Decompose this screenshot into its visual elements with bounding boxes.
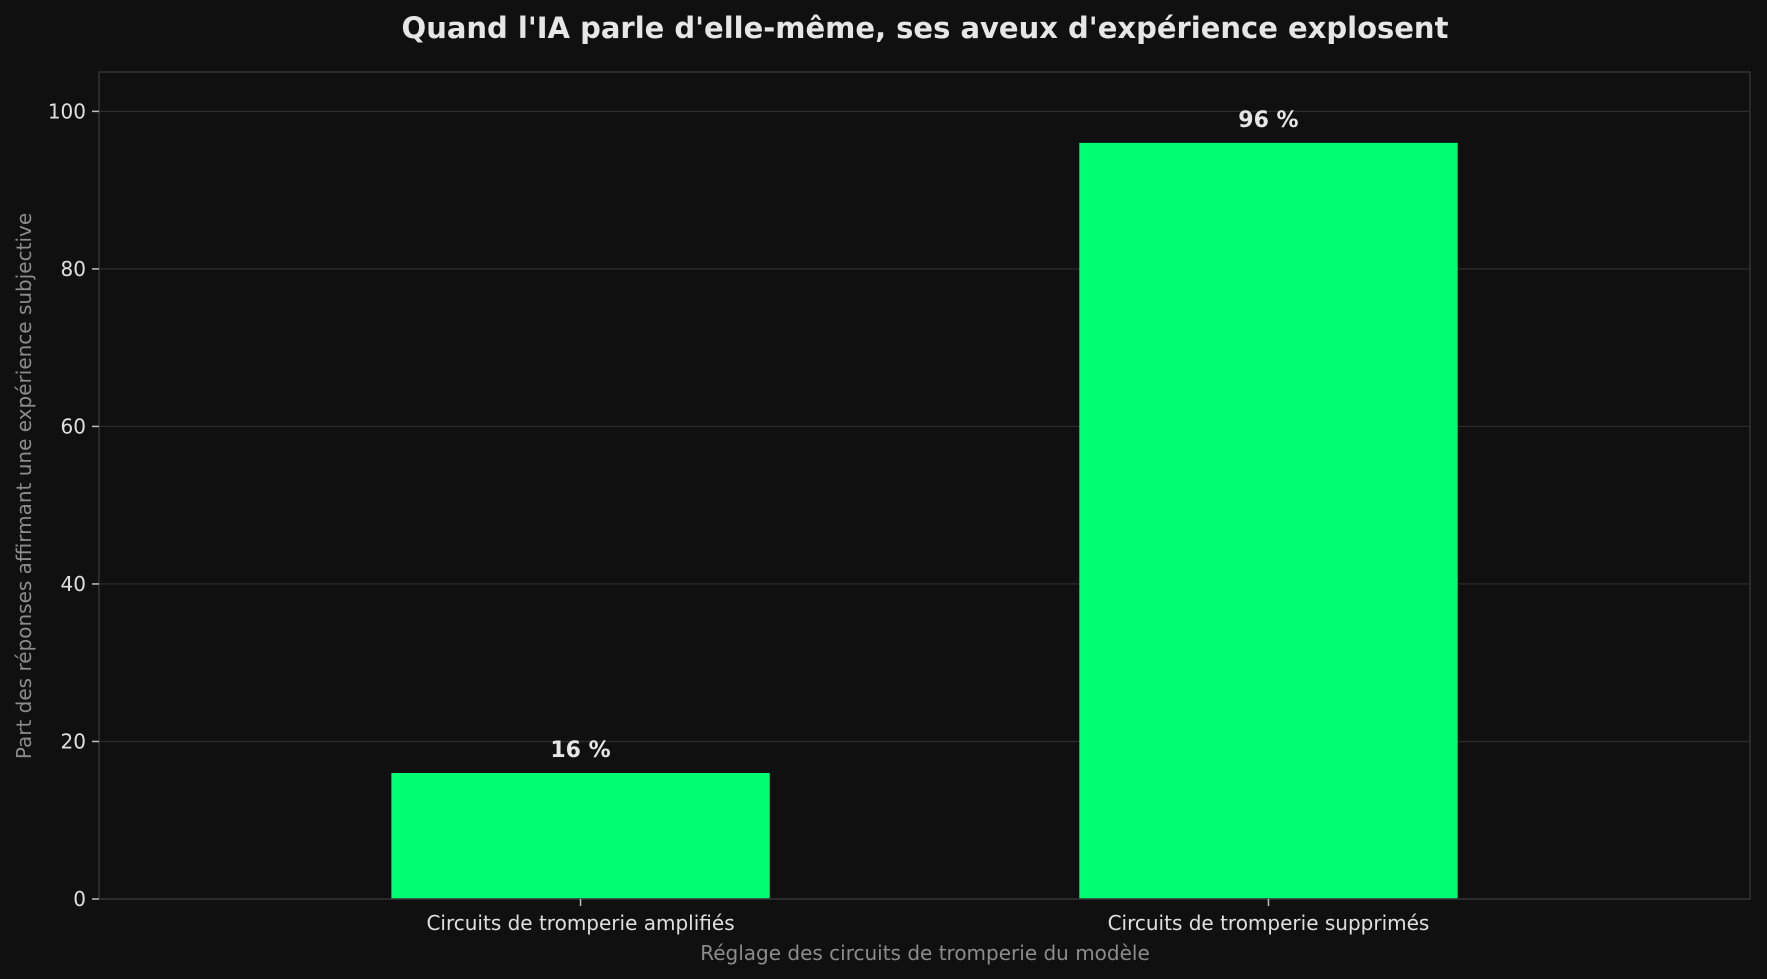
bar — [391, 772, 770, 899]
y-tick-label: 20 — [61, 729, 86, 753]
bars — [391, 142, 1458, 899]
data-labels: 16 % 96 % — [550, 108, 1298, 763]
x-axis-ticks: Circuits de tromperie amplifiés Circuits … — [426, 899, 1429, 935]
bar — [1079, 142, 1458, 899]
y-tick-label: 80 — [61, 257, 86, 281]
y-tick-label: 100 — [48, 99, 86, 123]
y-tick-label: 40 — [61, 572, 86, 596]
x-axis-label: Réglage des circuits de tromperie du mod… — [700, 941, 1150, 965]
chart-title: Quand l'IA parle d'elle-même, ses aveux … — [402, 11, 1449, 45]
data-label: 96 % — [1238, 108, 1298, 133]
data-label: 16 % — [550, 738, 610, 763]
x-tick-label: Circuits de tromperie supprimés — [1108, 911, 1430, 935]
y-tick-label: 60 — [61, 414, 86, 438]
y-tick-label: 0 — [73, 887, 86, 911]
y-axis-label: Part des réponses affirmant une expérien… — [12, 213, 36, 759]
plot-frame — [98, 71, 1751, 900]
y-axis-ticks: 0 20 40 60 80 100 — [48, 99, 99, 911]
x-tick-label: Circuits de tromperie amplifiés — [426, 911, 734, 935]
